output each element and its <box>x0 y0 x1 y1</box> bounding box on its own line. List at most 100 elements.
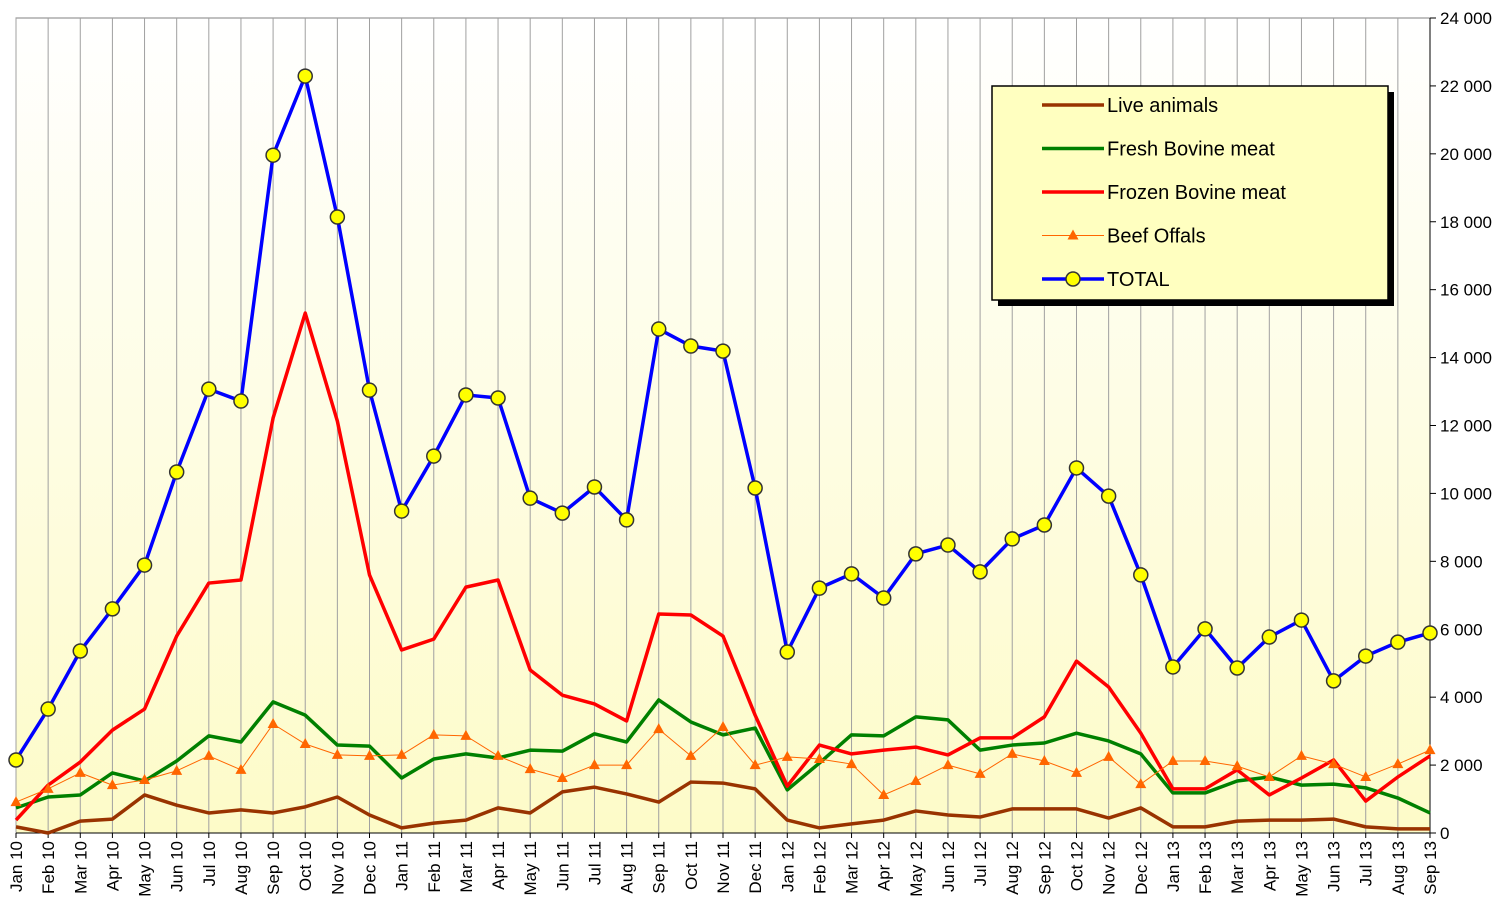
data-point <box>650 321 667 337</box>
data-point <box>1328 758 1340 769</box>
data-point <box>715 343 731 359</box>
data-point <box>168 464 185 480</box>
x-tick-label: Jul 10 <box>200 841 219 886</box>
data-point <box>942 759 954 770</box>
x-tick-label: Mar 13 <box>1228 841 1247 894</box>
data-point <box>331 748 343 759</box>
y-tick-label: 8 000 <box>1440 552 1483 571</box>
x-tick-label: Dec 11 <box>746 841 765 894</box>
data-point <box>139 774 151 785</box>
data-point <box>1229 660 1245 676</box>
data-point <box>1100 488 1117 504</box>
data-point <box>1360 770 1372 781</box>
data-point <box>1197 621 1213 637</box>
data-point <box>908 546 924 562</box>
x-tick-label: Feb 12 <box>810 841 829 894</box>
data-point <box>1071 766 1082 777</box>
data-point <box>396 748 408 759</box>
data-point <box>267 717 279 728</box>
x-tick-label: Aug 11 <box>618 841 637 894</box>
legend-label: Beef Offals <box>1107 226 1206 248</box>
x-tick-label: Apr 10 <box>103 841 122 891</box>
data-point <box>749 759 761 770</box>
x-tick-label: Nov 12 <box>1100 841 1119 895</box>
x-tick-label: Aug 12 <box>1003 841 1022 895</box>
data-point <box>364 749 375 760</box>
data-point <box>1325 673 1342 689</box>
data-point <box>588 759 600 770</box>
data-point <box>586 479 603 495</box>
data-point <box>811 580 828 596</box>
x-tick-label: Aug 10 <box>232 841 251 895</box>
data-point <box>8 752 24 768</box>
legend-label: Fresh Bovine meat <box>1107 139 1275 161</box>
data-point <box>843 566 860 582</box>
y-tick-label: 6 000 <box>1440 620 1483 639</box>
data-point <box>492 749 504 760</box>
y-tick-label: 20 000 <box>1440 145 1492 164</box>
y-tick-label: 18 000 <box>1440 213 1492 232</box>
x-tick-label: Jan 12 <box>778 841 797 892</box>
x-tick-label: Apr 13 <box>1260 841 1279 891</box>
data-point <box>618 512 635 528</box>
x-tick-label: Sep 13 <box>1421 841 1440 895</box>
data-point <box>42 782 54 793</box>
data-point <box>878 788 890 799</box>
data-point <box>171 764 183 775</box>
data-point <box>1068 460 1085 476</box>
legend-marker <box>1067 229 1079 240</box>
x-tick-label: Jul 11 <box>585 841 604 885</box>
data-point <box>428 728 440 739</box>
y-tick-label: 10 000 <box>1440 484 1492 503</box>
data-point <box>74 766 86 777</box>
x-tick-label: Mar 10 <box>71 841 90 894</box>
x-tick-label: Nov 11 <box>714 841 733 894</box>
x-tick-label: May 13 <box>1292 841 1311 897</box>
data-point <box>1422 625 1438 641</box>
y-tick-label: 2 000 <box>1440 756 1483 775</box>
y-tick-label: 0 <box>1440 824 1449 843</box>
x-tick-label: Mar 12 <box>843 841 862 894</box>
data-point <box>1199 755 1211 766</box>
data-point <box>490 390 506 406</box>
x-tick-label: Jul 13 <box>1357 841 1376 886</box>
data-point <box>106 779 118 790</box>
x-tick-label: May 11 <box>521 841 540 896</box>
data-point <box>875 590 892 606</box>
data-point <box>203 749 215 760</box>
data-point <box>1167 755 1179 766</box>
y-tick-label: 16 000 <box>1440 281 1492 300</box>
data-point <box>1004 531 1020 547</box>
x-tick-label: Dec 10 <box>361 841 380 895</box>
data-point <box>299 738 311 749</box>
data-point <box>460 729 472 740</box>
x-tick-label: Oct 10 <box>296 841 315 891</box>
data-point <box>974 767 986 778</box>
data-point <box>1103 750 1115 761</box>
y-tick-label: 4 000 <box>1440 688 1483 707</box>
data-point <box>1392 758 1404 769</box>
legend-label: TOTAL <box>1107 269 1170 291</box>
data-point <box>781 750 793 761</box>
x-tick-label: Aug 13 <box>1389 841 1408 895</box>
x-tick-label: Feb 11 <box>425 841 444 893</box>
data-point <box>1036 517 1053 533</box>
data-point <box>10 796 22 807</box>
x-tick-label: Sep 10 <box>264 841 283 895</box>
data-point <box>1295 749 1307 760</box>
x-tick-label: Oct 12 <box>1068 841 1087 891</box>
x-tick-label: Jun 10 <box>168 841 187 892</box>
x-tick-label: Jan 13 <box>1164 841 1183 892</box>
data-point <box>685 749 697 760</box>
x-tick-label: Jun 13 <box>1325 841 1344 892</box>
data-point <box>717 721 729 732</box>
data-point <box>1006 747 1018 758</box>
x-tick-label: May 10 <box>136 841 155 897</box>
x-tick-label: Nov 10 <box>328 841 347 895</box>
data-point <box>233 393 249 409</box>
x-tick-label: Mar 11 <box>457 841 476 893</box>
data-point <box>813 752 825 763</box>
data-point <box>556 771 568 782</box>
data-point <box>554 505 571 521</box>
